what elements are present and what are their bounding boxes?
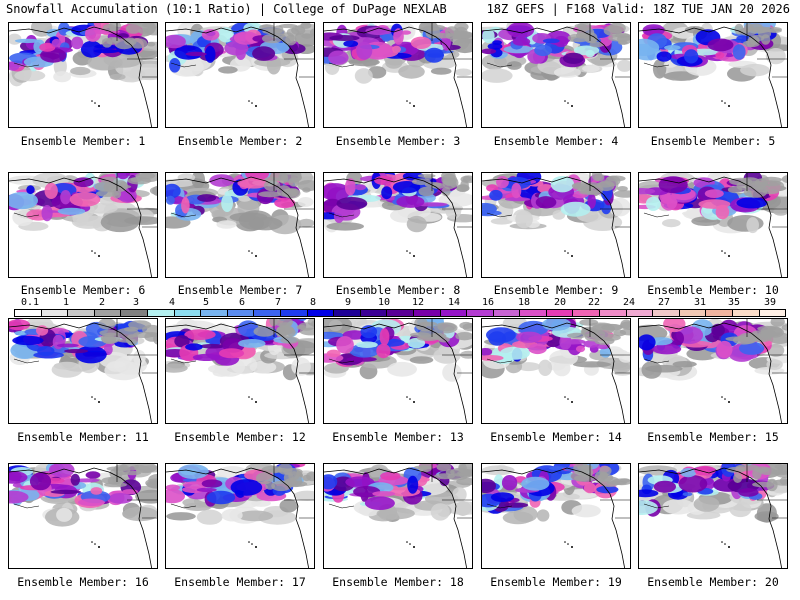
ensemble-member-map [8,22,158,128]
ensemble-member-label: Ensemble Member: 4 [493,134,619,148]
legend-color-swatch [440,310,468,316]
legend-tick-label: 1 [62,297,70,308]
legend-color-swatch [360,310,388,316]
legend-tick-label: 16 [481,297,495,308]
legend-tick-label: 27 [657,297,671,308]
legend-color-swatch [334,310,361,316]
legend-color-swatch [201,310,228,316]
legend-color-swatch [679,310,707,316]
legend-color-swatch [546,310,574,316]
legend-tick-label: 4 [168,297,176,308]
legend-color-swatch [280,310,308,316]
legend-tick-label: 3 [132,297,140,308]
legend-color-swatch [759,310,786,316]
legend-tick-label: 18 [517,297,531,308]
legend-color-swatch [15,310,42,316]
ensemble-member-label: Ensemble Member: 15 [647,430,779,444]
ensemble-member-map [481,172,631,278]
ensemble-member-map [8,172,158,278]
ensemble-member-map [8,318,158,424]
legend-tick-label: 0.1 [20,297,40,308]
legend-tick-label: 31 [693,297,707,308]
ensemble-member-label: Ensemble Member: 13 [332,430,464,444]
legend-tick-label: 35 [727,297,741,308]
map-title: Snowfall Accumulation (10:1 Ratio) | Col… [6,2,447,16]
legend-color-swatch [68,310,95,316]
ensemble-member-map [638,22,788,128]
ensemble-member-label: Ensemble Member: 17 [174,575,306,589]
ensemble-member-label: Ensemble Member: 10 [647,283,779,297]
legend-tick-label: 5 [202,297,210,308]
ensemble-member-label: Ensemble Member: 11 [17,430,149,444]
legend-color-swatch [706,310,734,316]
legend-color-swatch [174,310,202,316]
legend-tick-label: 20 [553,297,567,308]
ensemble-member-label: Ensemble Member: 8 [335,283,461,297]
ensemble-member-map [165,463,315,569]
legend-color-swatch [467,310,494,316]
legend-color-swatch [121,310,148,316]
ensemble-member-map [638,463,788,569]
legend-color-swatch [626,310,654,316]
ensemble-member-map [481,22,631,128]
legend-color-swatch [520,310,547,316]
ensemble-member-label: Ensemble Member: 9 [493,283,619,297]
ensemble-member-map [638,318,788,424]
ensemble-member-map [481,318,631,424]
ensemble-member-label: Ensemble Member: 19 [490,575,622,589]
ensemble-member-map [481,463,631,569]
ensemble-member-map [165,22,315,128]
legend-tick-label: 8 [309,297,317,308]
legend-color-swatch [227,310,255,316]
ensemble-member-label: Ensemble Member: 14 [490,430,622,444]
ensemble-member-label: Ensemble Member: 18 [332,575,464,589]
legend-tick-label: 2 [98,297,106,308]
ensemble-member-map [323,22,473,128]
ensemble-member-label: Ensemble Member: 7 [177,283,303,297]
legend-tick-label: 9 [344,297,352,308]
legend-tick-label: 12 [411,297,425,308]
ensemble-member-map [165,172,315,278]
run-info: 18Z GEFS | F168 Valid: 18Z TUE JAN 20 20… [486,2,790,16]
ensemble-member-label: Ensemble Member: 5 [650,134,776,148]
legend-tick-label: 39 [763,297,777,308]
ensemble-member-map [638,172,788,278]
legend-color-swatch [413,310,441,316]
ensemble-member-map [8,463,158,569]
ensemble-member-map [323,318,473,424]
legend-color-swatch [733,310,760,316]
legend-tick-label: 10 [377,297,391,308]
ensemble-member-label: Ensemble Member: 2 [177,134,303,148]
legend-color-swatch [41,310,69,316]
legend-tick-label: 22 [587,297,601,308]
legend-color-swatch [573,310,601,316]
legend-color-swatch [94,310,122,316]
ensemble-member-label: Ensemble Member: 20 [647,575,779,589]
legend-color-swatch [653,310,680,316]
ensemble-member-map [323,172,473,278]
ensemble-member-map [323,463,473,569]
legend-tick-label: 14 [447,297,461,308]
legend-color-swatch [387,310,414,316]
snowfall-legend [14,309,786,317]
legend-color-swatch [147,310,175,316]
legend-color-swatch [600,310,627,316]
legend-tick-label: 6 [238,297,246,308]
legend-color-swatch [254,310,281,316]
ensemble-member-label: Ensemble Member: 3 [335,134,461,148]
legend-color-swatch [307,310,335,316]
ensemble-member-map [165,318,315,424]
ensemble-member-label: Ensemble Member: 1 [20,134,146,148]
legend-tick-label: 24 [622,297,636,308]
ensemble-member-label: Ensemble Member: 6 [20,283,146,297]
legend-tick-label: 7 [274,297,282,308]
legend-color-swatch [493,310,521,316]
ensemble-member-label: Ensemble Member: 12 [174,430,306,444]
ensemble-member-label: Ensemble Member: 16 [17,575,149,589]
